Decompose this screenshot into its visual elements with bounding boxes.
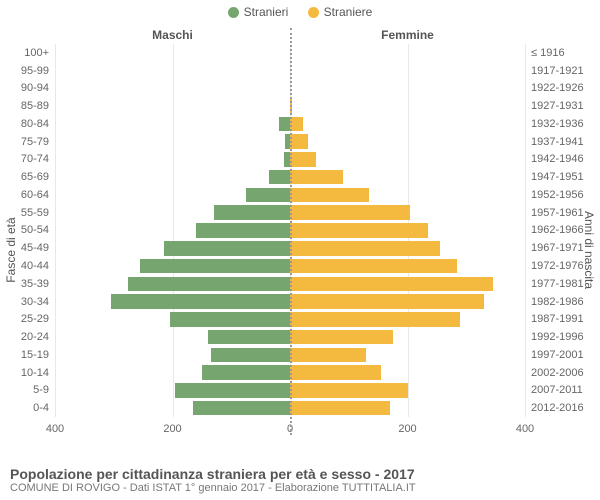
birth-year-label: ≤ 1916	[525, 47, 565, 59]
age-label: 25-29	[21, 313, 55, 325]
bar-male	[211, 348, 290, 363]
bar-male	[269, 170, 290, 185]
birth-year-label: 1967-1971	[525, 242, 584, 254]
age-label: 75-79	[21, 136, 55, 148]
age-label: 80-84	[21, 118, 55, 130]
bar-male	[202, 365, 290, 380]
birth-year-label: 1977-1981	[525, 278, 584, 290]
bar-female	[290, 294, 484, 309]
bar-female	[290, 348, 366, 363]
bar-female	[290, 277, 493, 292]
age-label: 15-19	[21, 349, 55, 361]
age-label: 30-34	[21, 296, 55, 308]
x-tick: 400	[516, 423, 534, 435]
chart-subtitle: COMUNE DI ROVIGO - Dati ISTAT 1° gennaio…	[10, 482, 416, 494]
legend-label-female: Straniere	[324, 5, 373, 19]
bar-female	[290, 134, 308, 149]
age-label: 60-64	[21, 189, 55, 201]
column-title-female: Femmine	[381, 28, 434, 42]
y-axis-title-birth: Anni di nascita	[582, 211, 596, 289]
bar-male	[170, 312, 290, 327]
x-tick: 200	[398, 423, 416, 435]
bar-male	[279, 117, 290, 132]
age-label: 0-4	[33, 402, 55, 414]
birth-year-label: 2002-2006	[525, 367, 584, 379]
age-label: 100+	[24, 47, 55, 59]
bar-female	[290, 223, 428, 238]
legend-item-female: Straniere	[308, 5, 373, 19]
birth-year-label: 2012-2016	[525, 402, 584, 414]
center-divider	[290, 28, 292, 435]
birth-year-label: 1972-1976	[525, 260, 584, 272]
bar-female	[290, 365, 381, 380]
birth-year-label: 1997-2001	[525, 349, 584, 361]
bar-male	[193, 401, 290, 416]
age-label: 20-24	[21, 331, 55, 343]
age-label: 40-44	[21, 260, 55, 272]
bar-male	[111, 294, 290, 309]
age-label: 55-59	[21, 207, 55, 219]
birth-year-label: 2007-2011	[525, 384, 583, 396]
y-axis-title-age: Fasce di età	[4, 217, 18, 282]
bar-female	[290, 170, 343, 185]
age-label: 50-54	[21, 224, 55, 236]
legend-label-male: Stranieri	[244, 5, 289, 19]
age-label: 45-49	[21, 242, 55, 254]
x-tick: 400	[46, 423, 64, 435]
column-title-male: Maschi	[152, 28, 193, 42]
chart-title: Popolazione per cittadinanza straniera p…	[10, 466, 416, 482]
bar-female	[290, 152, 316, 167]
birth-year-label: 1927-1931	[525, 100, 584, 112]
birth-year-label: 1982-1986	[525, 296, 584, 308]
age-label: 5-9	[33, 384, 55, 396]
birth-year-label: 1962-1966	[525, 224, 584, 236]
legend: Stranieri Straniere	[0, 5, 600, 21]
population-pyramid-chart: Stranieri Straniere Fasce di età Anni di…	[0, 0, 600, 500]
chart-footer: Popolazione per cittadinanza straniera p…	[10, 466, 416, 494]
bar-female	[290, 330, 393, 345]
legend-swatch-male	[228, 7, 239, 18]
age-label: 95-99	[21, 65, 55, 77]
bar-female	[290, 205, 410, 220]
bar-male	[128, 277, 290, 292]
legend-item-male: Stranieri	[228, 5, 289, 19]
bar-female	[290, 241, 440, 256]
birth-year-label: 1932-1936	[525, 118, 584, 130]
bar-female	[290, 312, 460, 327]
bar-male	[214, 205, 290, 220]
bar-male	[140, 259, 290, 274]
legend-swatch-female	[308, 7, 319, 18]
age-label: 70-74	[21, 153, 55, 165]
x-tick: 200	[163, 423, 181, 435]
plot-area: Maschi Femmine 4002000200400100+≤ 191695…	[55, 28, 525, 435]
bar-female	[290, 188, 369, 203]
birth-year-label: 1987-1991	[525, 313, 584, 325]
birth-year-label: 1947-1951	[525, 171, 584, 183]
birth-year-label: 1937-1941	[525, 136, 584, 148]
bar-male	[196, 223, 290, 238]
age-label: 65-69	[21, 171, 55, 183]
age-label: 35-39	[21, 278, 55, 290]
bar-male	[164, 241, 290, 256]
bar-female	[290, 383, 408, 398]
age-label: 90-94	[21, 82, 55, 94]
bar-male	[208, 330, 290, 345]
birth-year-label: 1922-1926	[525, 82, 584, 94]
birth-year-label: 1952-1956	[525, 189, 584, 201]
bar-male	[175, 383, 290, 398]
birth-year-label: 1957-1961	[525, 207, 584, 219]
birth-year-label: 1992-1996	[525, 331, 584, 343]
bar-female	[290, 259, 457, 274]
bar-male	[246, 188, 290, 203]
birth-year-label: 1917-1921	[525, 65, 584, 77]
age-label: 10-14	[21, 367, 55, 379]
bar-female	[290, 401, 390, 416]
age-label: 85-89	[21, 100, 55, 112]
birth-year-label: 1942-1946	[525, 153, 584, 165]
